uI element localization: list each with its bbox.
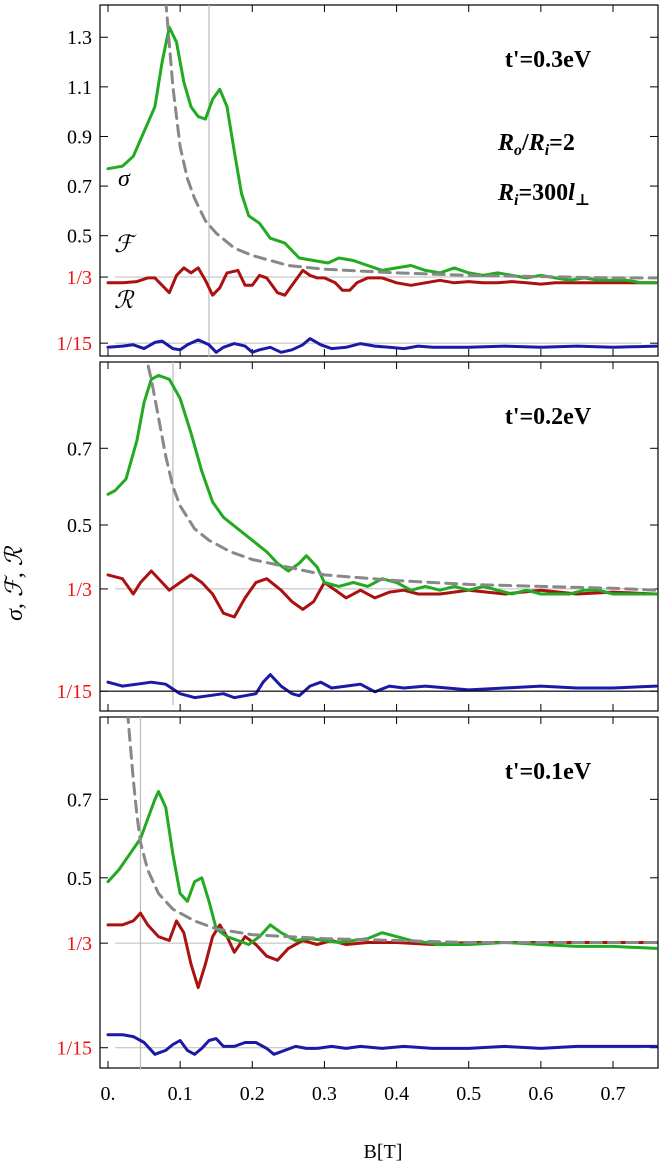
ratio-annotation: Ro/Ri=2: [497, 130, 575, 159]
x-tick-label: 0.1: [168, 1083, 193, 1105]
x-tick-label: 0.2: [240, 1083, 265, 1105]
fano-series-line: [106, 911, 658, 990]
y-tick-label: 1/15: [56, 1038, 92, 1060]
y-tick-label: 0.9: [67, 126, 92, 148]
panel-annotation: t'=0.1eV: [505, 759, 592, 785]
y-tick-label: 1/15: [56, 681, 92, 703]
series-group: [106, 5, 658, 354]
y-tick-label: 1/3: [66, 267, 92, 289]
fano-series-label: ℱ: [114, 232, 137, 258]
panel-2: 1/15 1/3 0.5 0.7 t'=0.2eV: [56, 361, 659, 712]
fano-series-line: [106, 266, 658, 297]
y-tick-label: 0.7: [67, 438, 92, 460]
sigma-series-line: [106, 790, 658, 950]
y-tick-label: 1.3: [67, 27, 92, 49]
ri-annotation: Ri=300l⊥: [497, 180, 590, 209]
dashed-fit-line: [126, 717, 658, 944]
y-axis-label: σ, ℱ, ℛ: [2, 545, 28, 621]
panel-annotation: t'=0.3eV: [505, 47, 592, 73]
panel-frame: [99, 716, 659, 1069]
x-tick-label: 0.5: [456, 1083, 481, 1105]
y-tick-label: 1/3: [66, 933, 92, 955]
r-series-label: ℛ: [114, 288, 135, 314]
panel-annotation: t'=0.2eV: [505, 404, 592, 430]
panel-frame: [99, 361, 659, 712]
series-group: [106, 717, 658, 1056]
x-tick-label: 0.4: [384, 1083, 409, 1105]
dashed-fit-line: [164, 5, 658, 280]
dashed-fit-line: [145, 362, 658, 592]
y-tick-label: 0.5: [67, 868, 92, 890]
x-tick-label: 0.6: [528, 1083, 553, 1105]
y-tick-label: 0.5: [67, 515, 92, 537]
y-tick-label: 1/15: [56, 333, 92, 355]
x-tick-label: 0.7: [601, 1083, 626, 1105]
panels-group: 1/15 1/3 0.5 0.7 0.9 1.1 1.3 t'=0.3eV 1/15 1/3 0.5…: [56, 4, 659, 1105]
r-series-line: [106, 1033, 658, 1056]
y-tick-label: 0.5: [67, 226, 92, 248]
sigma-series-label: σ: [118, 166, 131, 192]
x-axis-label: B[T]: [364, 1141, 403, 1163]
x-tick-label: 0.3: [312, 1083, 337, 1105]
series-group: [106, 362, 658, 700]
y-tick-label: 0.7: [67, 789, 92, 811]
r-series-line: [106, 673, 658, 700]
sigma-series-line: [106, 373, 658, 596]
panel-frame: [99, 4, 659, 357]
panel-1: 1/15 1/3 0.5 0.7 0.9 1.1 1.3 t'=0.3eV: [56, 4, 659, 358]
y-tick-label: 0.7: [67, 176, 92, 198]
panel-3: 1/15 1/3 0.5 0.7 0. 0.1 0.2 0.3 0.4 0.5 0.6 0.7 t'=0…: [56, 716, 659, 1105]
y-tick-label: 1.1: [67, 77, 92, 99]
fano-series-line: [106, 569, 658, 619]
x-tick-label: 0.: [101, 1083, 116, 1105]
r-series-line: [106, 337, 658, 354]
y-tick-label: 1/3: [66, 579, 92, 601]
